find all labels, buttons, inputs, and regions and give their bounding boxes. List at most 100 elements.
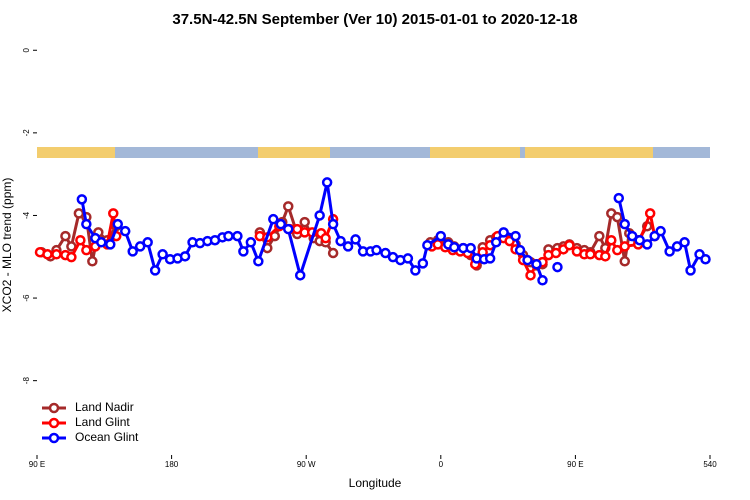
point	[87, 256, 98, 267]
point	[537, 275, 548, 286]
point	[179, 251, 191, 262]
point	[465, 242, 476, 254]
point	[320, 232, 331, 244]
point	[522, 254, 533, 266]
point	[679, 237, 690, 248]
point	[232, 230, 243, 242]
y-tick-label: -6	[22, 294, 31, 302]
point	[619, 218, 631, 230]
point	[417, 258, 429, 269]
point	[157, 249, 168, 260]
point	[350, 234, 361, 245]
point	[299, 216, 310, 228]
x-axis-label: Longitude	[349, 476, 402, 490]
x-tick-label: 0	[439, 460, 444, 469]
y-axis-label: XCO2 - MLO trend (ppm)	[0, 178, 14, 313]
legend-marker	[48, 402, 60, 414]
point	[644, 208, 656, 219]
point	[51, 249, 62, 260]
x-tick-label: 90 E	[29, 460, 45, 469]
x-tick-label: 180	[165, 460, 179, 469]
y-tick-label: 0	[22, 47, 31, 52]
x-tick-label: 540	[703, 460, 717, 469]
point	[127, 246, 138, 257]
point	[655, 225, 666, 237]
point	[283, 223, 294, 235]
point	[613, 192, 625, 204]
y-tick-label: -8	[22, 377, 31, 385]
point	[314, 210, 325, 221]
legend-marker	[48, 432, 60, 444]
point	[641, 239, 653, 250]
point	[321, 177, 333, 188]
point	[42, 249, 53, 260]
x-tick-label: 90 E	[567, 460, 583, 469]
point	[498, 227, 509, 238]
point	[81, 244, 92, 256]
point	[531, 258, 542, 270]
point	[294, 270, 306, 281]
point	[223, 230, 234, 242]
point	[66, 251, 77, 263]
point	[60, 230, 71, 242]
point	[606, 234, 617, 246]
point	[268, 213, 279, 225]
point	[671, 241, 683, 252]
point	[380, 247, 391, 259]
point	[81, 218, 92, 230]
point	[619, 256, 631, 267]
map-strip	[37, 147, 710, 158]
chart-title: 37.5N-42.5N September (Ver 10) 2015-01-0…	[172, 11, 577, 28]
point	[76, 194, 88, 205]
point	[484, 253, 496, 264]
point	[149, 265, 161, 276]
legend-label: Ocean Glint	[75, 430, 139, 444]
point	[108, 208, 119, 219]
point	[435, 230, 447, 242]
point	[564, 239, 575, 251]
point	[327, 247, 339, 259]
point	[253, 256, 264, 267]
point	[327, 218, 339, 230]
point	[422, 239, 433, 251]
point	[105, 239, 116, 250]
point	[371, 244, 382, 256]
point	[119, 225, 131, 237]
legend-label: Land Nadir	[75, 400, 134, 414]
point	[402, 253, 414, 264]
point	[245, 237, 257, 248]
point	[342, 241, 354, 252]
point	[238, 246, 249, 257]
point	[700, 253, 711, 265]
point	[96, 237, 107, 248]
point	[510, 230, 521, 242]
legend-label: Land Glint	[75, 415, 130, 429]
y-tick-label: -2	[22, 129, 31, 137]
point	[275, 218, 287, 230]
point	[594, 230, 605, 242]
point	[449, 242, 460, 253]
point	[600, 251, 611, 262]
point	[612, 211, 623, 223]
x-tick-label: 90 W	[297, 460, 316, 469]
point	[514, 244, 526, 256]
point	[283, 201, 294, 212]
point	[490, 237, 502, 248]
point	[335, 235, 346, 247]
point	[685, 265, 696, 276]
y-tick-label: -4	[22, 211, 31, 219]
point	[75, 234, 86, 246]
point	[134, 241, 146, 252]
point	[585, 249, 596, 260]
point	[112, 218, 124, 230]
point	[619, 241, 631, 252]
point	[552, 261, 563, 273]
point	[142, 237, 153, 248]
legend-marker	[48, 417, 60, 429]
point	[664, 246, 675, 257]
point	[410, 265, 421, 276]
point	[525, 270, 536, 281]
point	[634, 234, 645, 246]
